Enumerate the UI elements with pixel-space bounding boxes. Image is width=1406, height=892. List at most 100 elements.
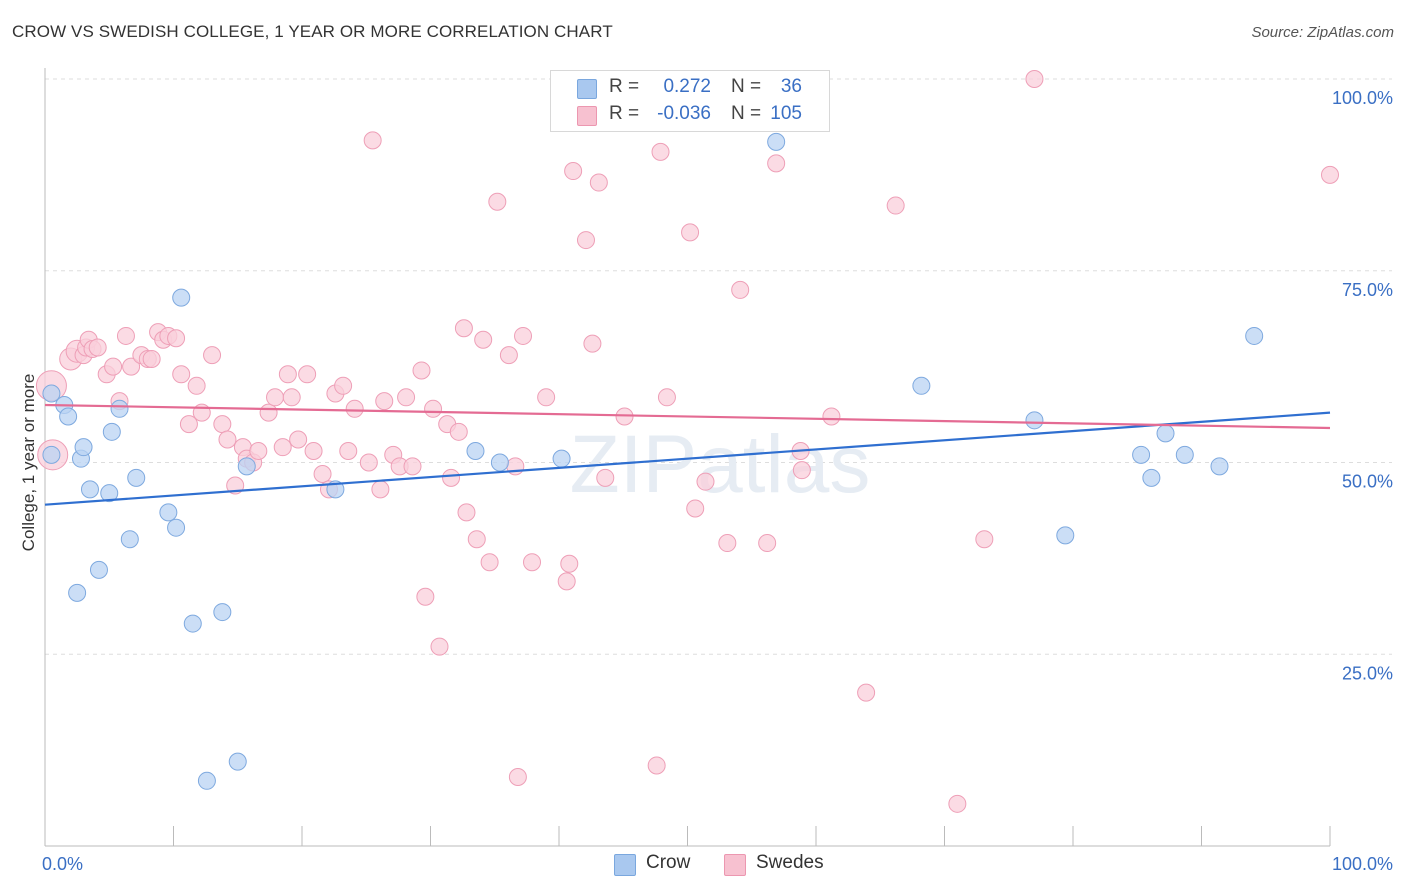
swedes-point (948, 794, 967, 813)
crow-point (228, 752, 247, 771)
crow-point (42, 384, 61, 403)
swedes-point (596, 468, 615, 487)
swedes-point (249, 441, 268, 460)
swedes-point (142, 349, 161, 368)
swedes-point (371, 480, 390, 499)
swedes-point (589, 173, 608, 192)
swedes-point (975, 530, 994, 549)
crow-point (100, 484, 119, 503)
y-axis-title: College, 1 year or more (19, 374, 38, 552)
swedes-point (457, 503, 476, 522)
r-label: R = (609, 103, 640, 124)
swedes-point (266, 388, 285, 407)
crow-point (80, 480, 99, 499)
crow-point (1142, 468, 1161, 487)
swedes-point (339, 441, 358, 460)
swedes-point (822, 407, 841, 426)
trend-lines (44, 403, 1331, 506)
swedes-point (537, 388, 556, 407)
swedes-point (583, 334, 602, 353)
swedes-point (403, 457, 422, 476)
crow-point (1156, 424, 1175, 443)
swedes-point (363, 131, 382, 150)
swedes-point (564, 162, 583, 181)
swedes-point (416, 587, 435, 606)
axis-labels: 25.0% 50.0% 75.0% 100.0% 0.0% 100.0% College, … (19, 88, 1393, 874)
crow-point (167, 518, 186, 537)
swedes-point (289, 430, 308, 449)
swedes-point (122, 357, 141, 376)
swedes-swatch (577, 106, 597, 126)
swedes-swatch (724, 854, 746, 876)
swedes-point (345, 399, 364, 418)
legend-row-crow: R = 0.272 N = 36 (551, 75, 829, 101)
swedes-point (104, 357, 123, 376)
legend-label: Crow (646, 852, 691, 873)
swedes-point (467, 530, 486, 549)
crow-point (1245, 326, 1264, 345)
crow-point (110, 399, 129, 418)
crow-point (1210, 457, 1229, 476)
swedes-point (304, 441, 323, 460)
swedes-trend-line (44, 403, 1331, 430)
gridlines (45, 78, 1392, 655)
crow-point (183, 614, 202, 633)
swedes-point (576, 231, 595, 250)
swedes-point (203, 346, 222, 365)
crow-point (767, 132, 786, 151)
swedes-point (282, 388, 301, 407)
chart-title: CROW VS SWEDISH COLLEGE, 1 YEAR OR MORE … (12, 22, 613, 41)
crow-point (102, 422, 121, 441)
swedes-point (88, 338, 107, 357)
swedes-point (886, 196, 905, 215)
n-value: 36 (780, 76, 802, 97)
crow-point (1175, 445, 1194, 464)
swedes-point (523, 553, 542, 572)
y-tick-label: 75.0% (1342, 280, 1393, 300)
x-tick-label: 100.0% (1332, 854, 1393, 874)
swedes-point (514, 326, 533, 345)
crow-point (237, 457, 256, 476)
source-label: Source: ZipAtlas.com (1251, 24, 1394, 41)
swedes-point (557, 572, 576, 591)
swedes-point (412, 361, 431, 380)
swedes-point (1321, 165, 1339, 184)
swedes-point (397, 388, 416, 407)
crow-point (68, 583, 87, 602)
swedes-point (508, 767, 527, 786)
swedes-point (651, 142, 670, 161)
crow-point (159, 503, 178, 522)
swedes-point (313, 465, 332, 484)
crow-point (197, 771, 216, 790)
y-tick-label: 100.0% (1332, 88, 1393, 108)
crow-point (120, 530, 139, 549)
swedes-point (172, 365, 191, 384)
swedes-point (657, 388, 676, 407)
crow-point (172, 288, 191, 307)
swedes-point (454, 319, 473, 338)
correlation-legend: R = 0.272 N = 36 R = -0.036 N = 105 (550, 70, 830, 132)
crow-point (1025, 411, 1044, 430)
swedes-point (857, 683, 876, 702)
crow-point (74, 438, 93, 457)
swedes-point (213, 415, 232, 434)
swedes-point (731, 280, 750, 299)
swedes-point (758, 534, 777, 553)
swedes-point (359, 453, 378, 472)
r-value: -0.036 (657, 103, 711, 124)
swedes-point (718, 534, 737, 553)
crow-point (912, 376, 931, 395)
crow-point (490, 453, 509, 472)
crow-point (127, 468, 146, 487)
swedes-point (449, 422, 468, 441)
y-tick-label: 25.0% (1342, 663, 1393, 683)
swedes-point (375, 392, 394, 411)
swedes-point (686, 499, 705, 518)
legend-label: Swedes (756, 852, 824, 873)
crow-point (59, 407, 78, 426)
swedes-point (681, 223, 700, 242)
crow-point (42, 445, 61, 464)
swedes-point (179, 415, 198, 434)
swedes-point (792, 461, 811, 480)
